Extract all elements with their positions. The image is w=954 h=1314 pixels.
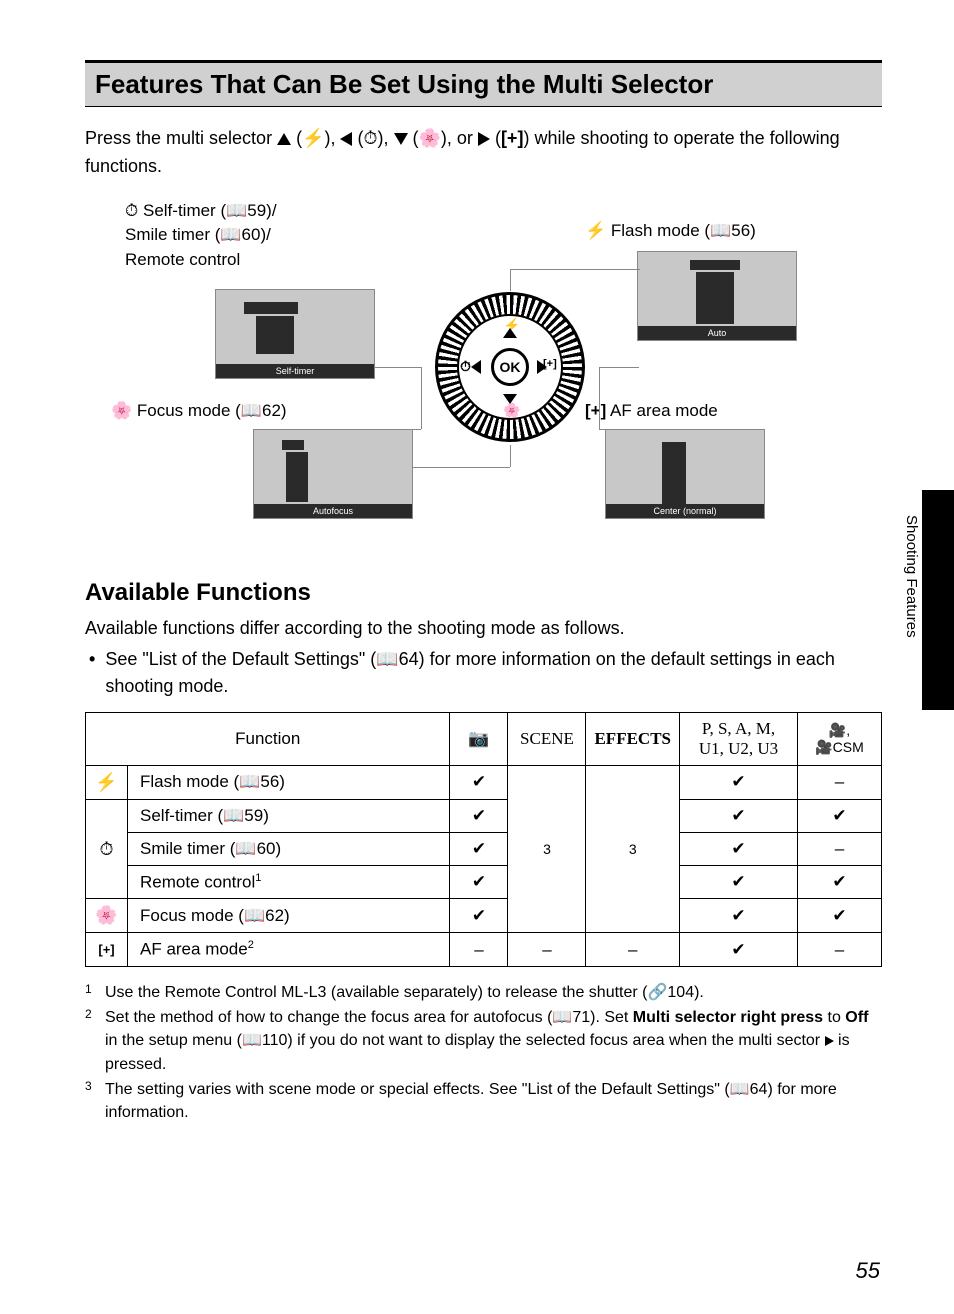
row-fn: Flash mode (📖56) bbox=[128, 765, 450, 799]
footnote-3: 3The setting varies with scene mode or s… bbox=[85, 1078, 882, 1124]
cell: ✔ bbox=[680, 865, 798, 899]
page-number: 55 bbox=[856, 1258, 880, 1284]
cell: – bbox=[798, 933, 882, 967]
cell: ✔ bbox=[450, 832, 508, 865]
row-fn: Remote control1 bbox=[128, 865, 450, 899]
cell: ✔ bbox=[450, 899, 508, 933]
label-af: [+] AF area mode bbox=[585, 399, 718, 424]
up-icon bbox=[277, 133, 291, 145]
cell: – bbox=[508, 933, 586, 967]
dial-flower-icon: 🌸 bbox=[503, 402, 520, 419]
label-focus: 🌸 Focus mode (📖62) bbox=[111, 399, 287, 424]
cell: ✔ bbox=[450, 765, 508, 799]
cell: ✔ bbox=[450, 865, 508, 899]
row-icon: ⏱ bbox=[86, 799, 128, 899]
cell: – bbox=[798, 832, 882, 865]
label-focus-text: Focus mode (📖62) bbox=[137, 401, 287, 420]
label-timer-text: Self-timer (📖59)/ Smile timer (📖60)/ Rem… bbox=[125, 201, 277, 269]
table-row: Smile timer (📖60) ✔ ✔ – bbox=[86, 832, 882, 865]
caption-autofocus: Autofocus bbox=[254, 504, 412, 518]
cell: ✔ bbox=[798, 899, 882, 933]
multi-selector-dial: OK ⚡ 🌸 ⏱ [+] bbox=[435, 292, 585, 442]
cell: ✔ bbox=[680, 832, 798, 865]
footnote-2-text: Set the method of how to change the focu… bbox=[105, 1006, 882, 1076]
dial-timer-icon: ⏱ bbox=[460, 358, 471, 375]
row-fn: Focus mode (📖62) bbox=[128, 899, 450, 933]
footnote-1-text: Use the Remote Control ML-L3 (available … bbox=[105, 981, 704, 1004]
screen-center: Center (normal) bbox=[605, 429, 765, 519]
bullet-item: • See "List of the Default Settings" (📖6… bbox=[85, 646, 882, 700]
down-icon bbox=[394, 133, 408, 145]
page-title: Features That Can Be Set Using the Multi… bbox=[85, 60, 882, 107]
th-scene: SCENE bbox=[508, 712, 586, 765]
side-tab-text: Shooting Features bbox=[903, 515, 920, 638]
label-af-text: AF area mode bbox=[610, 401, 718, 420]
th-movie: 🎥, 🎥CSM bbox=[798, 712, 882, 765]
intro-paragraph: Press the multi selector (⚡), (⏱), (🌸), … bbox=[85, 125, 882, 181]
cell: 3 bbox=[508, 765, 586, 933]
label-timer: ⏱ Self-timer (📖59)/ Smile timer (📖60)/ R… bbox=[125, 199, 277, 273]
table-row: Remote control1 ✔ ✔ ✔ bbox=[86, 865, 882, 899]
bullet-text: See "List of the Default Settings" (📖64)… bbox=[105, 646, 882, 700]
table-row: ⏱ Self-timer (📖59) ✔ ✔ ✔ bbox=[86, 799, 882, 832]
side-tab bbox=[922, 490, 954, 710]
cell: – bbox=[798, 765, 882, 799]
cell: 3 bbox=[586, 765, 680, 933]
caption-auto: Auto bbox=[638, 326, 796, 340]
right-icon bbox=[478, 132, 490, 146]
cell: ✔ bbox=[450, 799, 508, 832]
row-icon: ⚡ bbox=[86, 765, 128, 799]
th-camera: 📷 bbox=[450, 712, 508, 765]
ok-button-icon: OK bbox=[491, 348, 529, 386]
cell: ✔ bbox=[798, 799, 882, 832]
screen-selftimer: Self-timer bbox=[215, 289, 375, 379]
label-flash: ⚡ Flash mode (📖56) bbox=[585, 219, 756, 244]
footnotes: 1Use the Remote Control ML-L3 (available… bbox=[85, 981, 882, 1124]
cell: ✔ bbox=[680, 899, 798, 933]
screen-auto: Auto bbox=[637, 251, 797, 341]
cell: ✔ bbox=[798, 865, 882, 899]
table-header-row: Function 📷 SCENE EFFECTS P, S, A, M, U1,… bbox=[86, 712, 882, 765]
th-psam: P, S, A, M, U1, U2, U3 bbox=[680, 712, 798, 765]
label-flash-text: Flash mode (📖56) bbox=[611, 221, 756, 240]
screen-autofocus: Autofocus bbox=[253, 429, 413, 519]
footnote-3-text: The setting varies with scene mode or sp… bbox=[105, 1078, 882, 1124]
row-icon: [+] bbox=[86, 933, 128, 967]
cell: ✔ bbox=[680, 933, 798, 967]
footnote-1: 1Use the Remote Control ML-L3 (available… bbox=[85, 981, 882, 1004]
th-effects: EFFECTS bbox=[586, 712, 680, 765]
table-row: [+] AF area mode2 – – – ✔ – bbox=[86, 933, 882, 967]
caption-selftimer: Self-timer bbox=[216, 364, 374, 378]
cell: – bbox=[586, 933, 680, 967]
available-functions-heading: Available Functions bbox=[85, 579, 882, 607]
table-row: ⚡ Flash mode (📖56) ✔ 3 3 ✔ – bbox=[86, 765, 882, 799]
bullet-dot-icon: • bbox=[89, 646, 95, 700]
intro-pre: Press the multi selector bbox=[85, 128, 277, 148]
row-icon: 🌸 bbox=[86, 899, 128, 933]
row-fn: Self-timer (📖59) bbox=[128, 799, 450, 832]
diagram: ⏱ Self-timer (📖59)/ Smile timer (📖60)/ R… bbox=[85, 199, 882, 559]
th-function: Function bbox=[86, 712, 450, 765]
left-icon bbox=[340, 132, 352, 146]
row-fn: Smile timer (📖60) bbox=[128, 832, 450, 865]
row-fn: AF area mode2 bbox=[128, 933, 450, 967]
footnote-2: 2Set the method of how to change the foc… bbox=[85, 1006, 882, 1076]
cell: – bbox=[450, 933, 508, 967]
table-row: 🌸 Focus mode (📖62) ✔ ✔ ✔ bbox=[86, 899, 882, 933]
available-functions-intro: Available functions differ according to … bbox=[85, 615, 882, 642]
cell: ✔ bbox=[680, 799, 798, 832]
caption-center: Center (normal) bbox=[606, 504, 764, 518]
functions-table: Function 📷 SCENE EFFECTS P, S, A, M, U1,… bbox=[85, 712, 882, 967]
cell: ✔ bbox=[680, 765, 798, 799]
